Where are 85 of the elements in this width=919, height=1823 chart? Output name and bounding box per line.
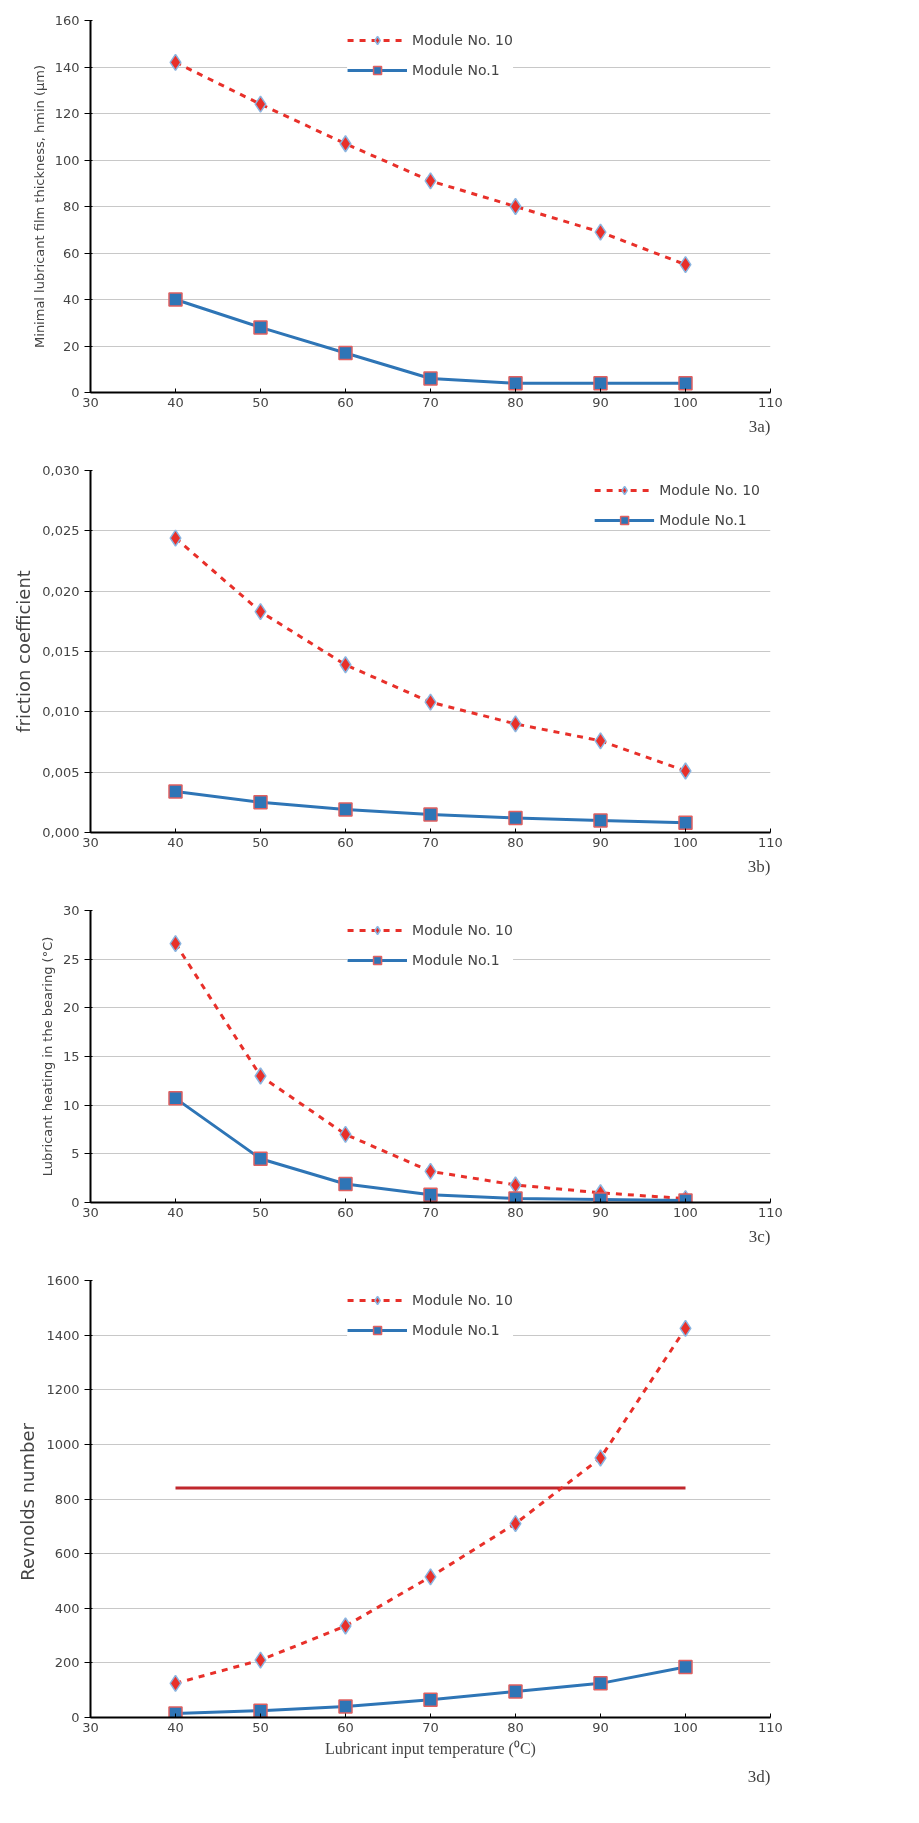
text: 3c) bbox=[748, 1226, 771, 1246]
x-tick-label: 80 bbox=[507, 1204, 524, 1220]
y-tick-label: 0,020 bbox=[42, 583, 80, 599]
y-tick-label: 5 bbox=[71, 1146, 80, 1162]
x-tick-label: 80 bbox=[507, 1719, 524, 1735]
y-tick-label: 0 bbox=[71, 1710, 80, 1725]
x-tick-label: 60 bbox=[337, 1204, 354, 1220]
legend-label: Module No. 10 bbox=[412, 1292, 513, 1308]
x-tick-label: 30 bbox=[82, 1719, 99, 1735]
y-tick-label: 160 bbox=[54, 13, 80, 28]
x-tick-label: 60 bbox=[337, 834, 354, 850]
y-tick-label: 140 bbox=[54, 59, 80, 75]
legend-label: Module No.1 bbox=[659, 512, 747, 528]
y-tick-label: 15 bbox=[62, 1049, 80, 1064]
x-tick-label: 100 bbox=[673, 1204, 698, 1220]
x-tick-label: 70 bbox=[422, 1204, 439, 1220]
x-tick-label: 90 bbox=[592, 834, 609, 850]
text: 3b) bbox=[747, 856, 771, 876]
x-axis-title: Lubricant input temperature (⁰C) bbox=[325, 1739, 536, 1758]
x-tick-label: 90 bbox=[592, 1204, 609, 1220]
y-tick-label: 20 bbox=[62, 338, 80, 354]
x-tick-label: 80 bbox=[507, 394, 524, 410]
y-tick-label: 1600 bbox=[46, 1273, 80, 1288]
y-tick-label: 0 bbox=[71, 385, 80, 400]
y-tick-label: 40 bbox=[62, 292, 80, 307]
y-tick-label: 80 bbox=[62, 199, 80, 214]
y-axis-title: friction coefficient bbox=[13, 570, 35, 733]
x-tick-label: 40 bbox=[167, 1204, 184, 1220]
x-tick-label: 40 bbox=[167, 834, 184, 850]
x-tick-label: 60 bbox=[337, 394, 354, 410]
y-tick-label: 400 bbox=[54, 1600, 80, 1616]
y-tick-label: 1400 bbox=[46, 1327, 80, 1343]
legend-label: Module No.1 bbox=[412, 62, 500, 78]
y-tick-label: 600 bbox=[54, 1546, 80, 1562]
x-tick-label: 70 bbox=[422, 1719, 439, 1735]
y-tick-label: 0,010 bbox=[42, 704, 80, 720]
x-tick-label: 90 bbox=[592, 1719, 609, 1735]
legend-label: Module No. 10 bbox=[412, 32, 513, 48]
y-tick-label: 60 bbox=[62, 245, 80, 261]
x-tick-label: 50 bbox=[252, 834, 269, 850]
y-axis-title: Lubricant heating in the bearing (°C) bbox=[39, 936, 55, 1177]
legend-label: Module No. 10 bbox=[412, 922, 513, 938]
y-tick-label: 30 bbox=[62, 903, 80, 918]
y-tick-label: 100 bbox=[54, 152, 80, 168]
x-tick-label: 70 bbox=[422, 394, 439, 410]
y-tick-label: 0,000 bbox=[42, 825, 80, 840]
y-axis-title: Revnolds number bbox=[17, 1422, 39, 1581]
y-axis-title: Minimal lubricant film thickness, hmin (μm) bbox=[31, 65, 47, 348]
legend-label: Module No. 10 bbox=[659, 482, 760, 498]
y-tick-label: 0,025 bbox=[42, 523, 80, 539]
x-tick-label: 110 bbox=[758, 834, 783, 850]
x-tick-label: 110 bbox=[758, 1719, 783, 1735]
x-tick-label: 60 bbox=[337, 1719, 354, 1735]
text: 3a) bbox=[748, 416, 771, 436]
y-tick-label: 800 bbox=[54, 1491, 80, 1507]
y-tick-label: 10 bbox=[62, 1097, 80, 1113]
x-tick-label: 80 bbox=[507, 834, 524, 850]
y-tick-label: 1000 bbox=[46, 1436, 80, 1452]
x-tick-label: 70 bbox=[422, 834, 439, 850]
y-tick-label: 200 bbox=[54, 1655, 80, 1671]
x-tick-label: 50 bbox=[252, 1719, 269, 1735]
legend-label: Module No.1 bbox=[412, 952, 500, 968]
x-tick-label: 30 bbox=[82, 1204, 99, 1220]
x-tick-label: 100 bbox=[673, 1719, 698, 1735]
x-tick-label: 100 bbox=[673, 394, 698, 410]
x-tick-label: 100 bbox=[673, 834, 698, 850]
y-tick-label: 0,015 bbox=[42, 644, 80, 659]
x-tick-label: 30 bbox=[82, 834, 99, 850]
y-tick-label: 0 bbox=[71, 1195, 80, 1210]
y-tick-label: 0,030 bbox=[42, 463, 80, 478]
y-tick-label: 25 bbox=[62, 951, 80, 967]
x-tick-label: 110 bbox=[758, 394, 783, 410]
text: 3d) bbox=[747, 1766, 771, 1786]
legend-label: Module No.1 bbox=[412, 1322, 500, 1338]
y-tick-label: 1200 bbox=[46, 1382, 80, 1398]
x-tick-label: 50 bbox=[252, 394, 269, 410]
x-tick-label: 90 bbox=[592, 394, 609, 410]
x-tick-label: 40 bbox=[167, 394, 184, 410]
y-tick-label: 20 bbox=[62, 1000, 80, 1016]
x-tick-label: 30 bbox=[82, 394, 99, 410]
y-tick-label: 120 bbox=[54, 106, 80, 121]
x-tick-label: 110 bbox=[758, 1204, 783, 1220]
x-tick-label: 40 bbox=[167, 1719, 184, 1735]
y-tick-label: 0,005 bbox=[42, 764, 80, 780]
x-tick-label: 50 bbox=[252, 1204, 269, 1220]
